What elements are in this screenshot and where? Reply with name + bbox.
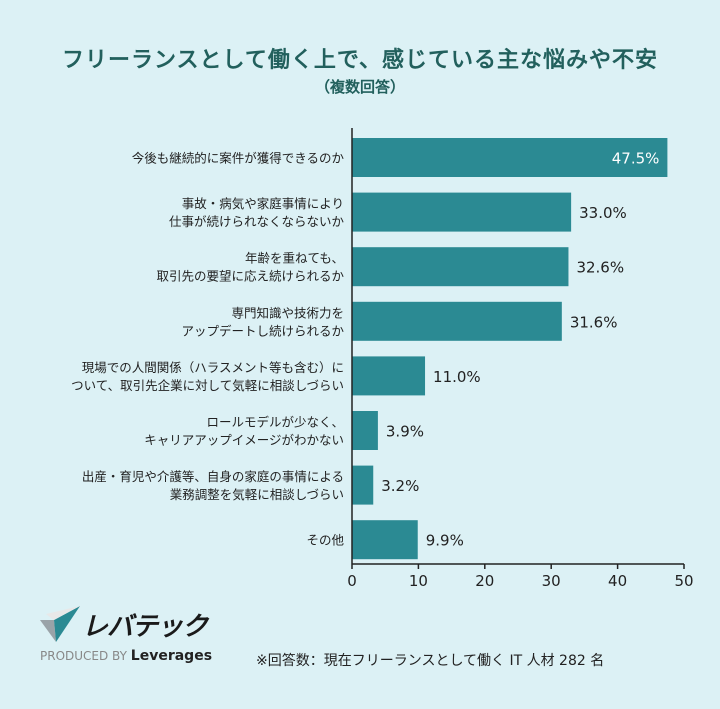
category-label: 出産・育児や介護等、自身の家庭の事情による — [82, 469, 344, 484]
data-label: 9.9% — [426, 532, 464, 550]
logo-text: レバテック — [82, 612, 208, 642]
category-label: アップデートし続けられるか — [181, 323, 344, 338]
x-tick-label: 50 — [674, 572, 693, 590]
data-label: 11.0% — [433, 368, 481, 386]
category-label: 仕事が続けられなくならないか — [169, 214, 345, 229]
x-tick-label: 20 — [475, 572, 494, 590]
data-label: 47.5% — [612, 150, 660, 168]
bar — [352, 192, 572, 232]
x-tick-label: 30 — [542, 572, 561, 590]
data-label: 3.9% — [386, 423, 424, 441]
category-label: 業務調整を気軽に相談しづらい — [170, 487, 344, 502]
produced-by: PRODUCED BY Leverages — [40, 648, 212, 664]
data-label: 33.0% — [579, 204, 627, 222]
category-label: 今後も継続的に案件が獲得できるのか — [132, 151, 345, 166]
category-label: ロールモデルが少なく、 — [206, 415, 344, 430]
bar — [352, 356, 426, 396]
bar — [352, 520, 418, 560]
x-tick-label: 0 — [347, 572, 357, 590]
data-label: 3.2% — [381, 477, 419, 495]
category-label: ついて、取引先企業に対して気軽に相談しづらい — [71, 378, 344, 393]
produced-by-label: PRODUCED BY — [40, 649, 127, 663]
x-tick-label: 10 — [409, 572, 428, 590]
category-label: 現場での人間関係（ハラスメント等も含む）に — [82, 360, 344, 375]
bar — [352, 247, 569, 287]
bar — [352, 465, 374, 505]
chart-subtitle: （複数回答） — [314, 78, 405, 96]
brand-name: Leverages — [130, 648, 213, 664]
category-label: 専門知識や技術力を — [231, 305, 344, 320]
data-label: 32.6% — [576, 259, 624, 277]
category-label: 取引先の要望に応え続けられるか — [156, 269, 344, 284]
category-label: キャリアアップイメージがわかない — [144, 433, 344, 448]
category-label: 事故・病気や家庭事情により — [182, 196, 344, 211]
x-tick-label: 40 — [608, 572, 627, 590]
category-label: その他 — [306, 533, 344, 548]
bar — [352, 411, 378, 450]
bar — [352, 138, 668, 177]
levtech-logo-icon — [40, 606, 80, 642]
bar — [352, 301, 562, 341]
sample-note: ※回答数：現在フリーランスとして働く IT 人材 282 名 — [256, 653, 605, 669]
data-label: 31.6% — [570, 313, 618, 331]
chart-title: フリーランスとして働く上で、感じている主な悩みや不安 — [61, 48, 659, 73]
bar-chart: 47.5% 今後も継続的に案件が獲得できるのか 33.0% 事故・病気や家庭事情により… — [71, 128, 694, 590]
category-label: 年齢を重ねても、 — [245, 251, 344, 266]
